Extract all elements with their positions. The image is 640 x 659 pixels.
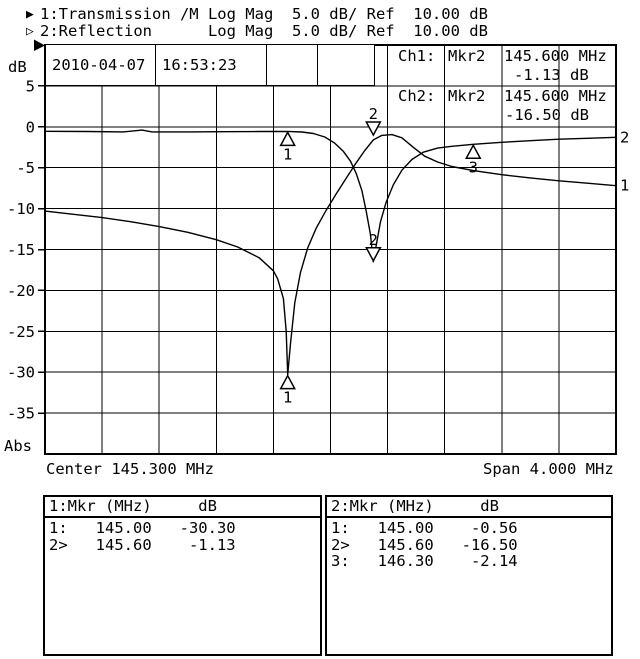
marker-table-row: 2> 145.60 -1.13 <box>49 535 236 554</box>
ch2-marker-freq: 145.600 MHz <box>504 87 607 105</box>
trace-2-end-label: 2 <box>620 128 629 146</box>
y-tick-label: -25 <box>7 323 35 341</box>
marker-2-trace-2-icon <box>365 247 382 263</box>
marker-1-trace-1-icon <box>279 374 296 390</box>
marker-table-ch2-header: 2:Mkr (MHz) dB <box>327 497 611 518</box>
y-tick-label: -15 <box>7 241 35 259</box>
trace-2 <box>44 129 617 263</box>
trace-1-end-label: 1 <box>620 177 629 195</box>
marker-1-trace-2-label: 1 <box>283 145 292 163</box>
plot-area: 5 0 -5 -10 -15 -20 -25 -30 -35 1 2 1 2 1 2 3 <box>7 39 629 455</box>
y-tick-label: -30 <box>7 364 35 382</box>
trace-1 <box>44 133 617 376</box>
trace1-ref-icon: ▶ <box>26 7 34 22</box>
marker-table-ch1: 1:Mkr (MHz) dB 1: 145.00 -30.30 2> 145.60… <box>43 495 322 656</box>
time-value: 16:53:23 <box>162 56 237 74</box>
date-value: 2010-04-07 <box>52 56 146 74</box>
ch1-marker-id: Mkr2 <box>448 47 486 65</box>
marker-3-trace-2-icon <box>464 143 482 160</box>
ref-level-marker-icon <box>34 39 45 51</box>
y-axis-unit-label: dB <box>8 58 27 76</box>
ch2-marker-value: -16.50 dB <box>505 106 589 124</box>
y-tick-label: -20 <box>7 282 35 300</box>
marker-table-ch1-header: 1:Mkr (MHz) dB <box>45 497 320 518</box>
y-axis-bottom-label: Abs <box>4 437 32 455</box>
marker-table-ch2-rows: 1: 145.00 -0.56 2> 145.60 -16.50 3: 146.30… <box>327 518 611 570</box>
y-tick-label: -35 <box>7 405 35 423</box>
marker-3-trace-2-label: 3 <box>469 158 478 176</box>
marker-2-trace-1-label: 2 <box>369 105 378 123</box>
marker-2-trace-1-icon <box>365 121 382 137</box>
marker-1-trace-1-label: 1 <box>283 389 292 407</box>
center-frequency-label: Center 145.300 MHz <box>46 460 214 478</box>
ch1-marker-freq: 145.600 MHz <box>504 47 607 65</box>
marker-table-row: 1: 145.00 -0.56 <box>331 519 518 537</box>
marker-table-row: 2> 145.60 -16.50 <box>331 535 518 554</box>
datetime-box: 2010-04-07 16:53:23 <box>45 44 375 86</box>
y-tick-label: -10 <box>7 200 35 218</box>
ch1-label: Ch1: <box>398 47 436 65</box>
channel1-header: 1:Transmission /M Log Mag 5.0 dB/ Ref 10… <box>40 5 488 23</box>
ch2-label: Ch2: <box>398 87 436 105</box>
y-tick-label: 0 <box>26 118 35 136</box>
channel2-header: 2:Reflection Log Mag 5.0 dB/ Ref 10.00 d… <box>40 22 488 40</box>
y-tick-label: -5 <box>16 159 35 177</box>
marker-table-row: 1: 145.00 -30.30 <box>49 519 236 537</box>
y-tick-label: 5 <box>26 77 35 95</box>
marker-1-trace-2-icon <box>279 130 296 147</box>
marker-table-row: 3: 146.30 -2.14 <box>331 552 518 570</box>
marker-table-ch2: 2:Mkr (MHz) dB 1: 145.00 -0.56 2> 145.60 … <box>325 495 613 656</box>
ch1-marker-value: -1.13 dB <box>514 66 589 84</box>
ch2-marker-id: Mkr2 <box>448 87 486 105</box>
marker-2-trace-2-label: 2 <box>369 231 378 249</box>
marker-table-ch1-rows: 1: 145.00 -30.30 2> 145.60 -1.13 <box>45 518 320 553</box>
span-label: Span 4.000 MHz <box>483 460 614 478</box>
trace2-ref-icon: ▷ <box>26 24 34 39</box>
